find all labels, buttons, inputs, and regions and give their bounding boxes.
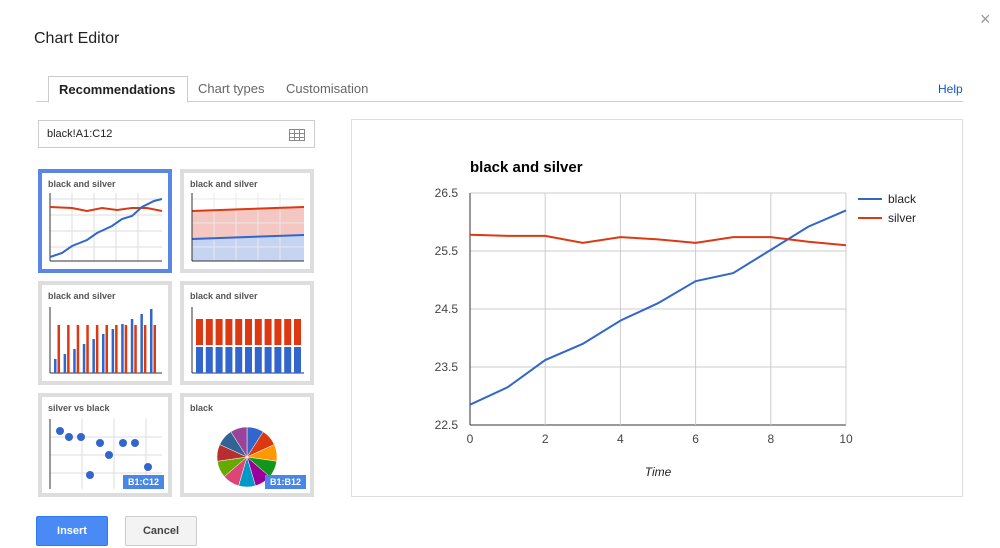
thumbnail-title: black and silver: [190, 179, 258, 189]
thumbnail-bar: [245, 347, 252, 373]
tab-recommendations[interactable]: Recommendations: [48, 76, 188, 103]
thumbnail-bar: [95, 325, 99, 373]
data-range-input[interactable]: black!A1:C12: [38, 120, 315, 148]
thumbnail-bar: [294, 319, 301, 345]
thumbnail-bar: [54, 359, 57, 373]
y-tick-label: 26.5: [435, 186, 459, 200]
thumbnail-bar: [73, 349, 76, 373]
x-axis-label: Time: [645, 465, 672, 479]
thumbnail-bar: [124, 325, 128, 373]
thumbnail-bar: [264, 347, 272, 373]
thumbnail-bar: [82, 344, 86, 373]
series-line-black: [469, 209, 847, 406]
thumbnail-bar: [67, 325, 70, 373]
thumbnail-column-graphic: [49, 307, 162, 374]
thumbnail-title: silver vs black: [48, 403, 110, 413]
thumbnail-pie-chart[interactable]: black B1:B12: [180, 393, 314, 497]
thumbnail-bar: [274, 319, 282, 345]
chart-title: black and silver: [470, 159, 583, 176]
thumbnail-title: black and silver: [48, 179, 116, 189]
thumbnail-bar: [235, 347, 243, 373]
preview-chart-svg: 22.5 23.5 24.5 25.5 26.5 0 2 4 6 8 10 black and si…: [435, 159, 917, 479]
y-tick-label: 24.5: [435, 302, 459, 316]
thumbnail-bar: [284, 347, 292, 373]
legend-label-silver: silver: [888, 211, 916, 225]
thumbnail-stacked-graphic: [191, 307, 304, 374]
thumbnail-bar: [245, 319, 252, 345]
thumbnail-bar: [134, 325, 137, 373]
thumbnail-title: black and silver: [48, 291, 116, 301]
x-tick-label: 10: [839, 432, 853, 446]
thumbnail-pie-graphic: [216, 426, 278, 488]
thumbnail-scatter-graphic: [49, 419, 162, 489]
thumbnail-bar: [105, 325, 108, 373]
range-badge: B1:B12: [264, 475, 306, 489]
data-range-value: black!A1:C12: [47, 128, 113, 140]
thumbnail-bar: [102, 334, 105, 373]
thumbnail-bar: [153, 325, 156, 373]
thumbnail-bar: [294, 347, 301, 373]
y-tick-label: 25.5: [435, 244, 459, 258]
thumbnail-bar: [140, 314, 143, 373]
thumbnail-bar: [196, 347, 203, 373]
thumbnail-bar: [76, 325, 80, 373]
thumbnail-bar: [130, 319, 134, 373]
thumbnail-bar: [111, 329, 115, 373]
thumbnail-bar: [86, 325, 89, 373]
thumbnail-bar: [205, 347, 213, 373]
thumbnail-bar: [57, 325, 60, 373]
thumbnail-bar: [143, 325, 147, 373]
thumbnail-area-chart[interactable]: black and silver: [180, 169, 314, 273]
thumbnail-title: black: [190, 403, 214, 413]
range-badge: B1:C12: [122, 475, 164, 489]
thumbnail-bar: [274, 347, 282, 373]
x-tick-label: 4: [617, 432, 624, 446]
thumbnail-line-chart[interactable]: black and silver: [38, 169, 172, 273]
chart-preview: 22.5 23.5 24.5 25.5 26.5 0 2 4 6 8 10 black and si…: [351, 119, 963, 497]
y-tick-label: 23.5: [435, 360, 459, 374]
x-tick-label: 6: [692, 432, 699, 446]
thumbnail-scatter-chart[interactable]: silver vs black B1:C12: [38, 393, 172, 497]
thumbnail-bar: [115, 325, 118, 373]
tab-customisation[interactable]: Customisation: [286, 81, 369, 96]
pie-slice: [230, 426, 248, 458]
y-tick-label: 22.5: [435, 418, 459, 432]
tab-bar: Recommendations Chart types Customisatio…: [36, 76, 963, 103]
legend: black silver: [858, 192, 917, 225]
thumbnail-column-chart[interactable]: black and silver: [38, 281, 172, 385]
thumbnail-bar: [205, 319, 213, 345]
x-tick-label: 8: [767, 432, 774, 446]
close-icon[interactable]: ×: [980, 9, 991, 29]
insert-button[interactable]: Insert: [36, 516, 108, 546]
thumbnail-bar: [225, 319, 233, 345]
x-tick-label: 0: [467, 432, 474, 446]
thumbnail-bar: [215, 319, 223, 345]
thumbnail-bar: [225, 347, 233, 373]
thumbnail-bar: [196, 319, 203, 345]
help-link[interactable]: Help: [938, 82, 963, 96]
thumbnail-bar: [150, 309, 153, 373]
series-line-silver: [469, 233, 847, 247]
x-tick-label: 2: [542, 432, 549, 446]
thumbnail-bar: [254, 319, 262, 345]
thumbnail-area-graphic: [191, 193, 305, 262]
cancel-button[interactable]: Cancel: [125, 516, 197, 546]
thumbnail-title: black and silver: [190, 291, 258, 301]
thumbnail-bar: [254, 347, 262, 373]
dialog-title: Chart Editor: [34, 30, 120, 47]
legend-label-black: black: [888, 192, 917, 206]
thumbnail-line-graphic: [49, 193, 163, 262]
thumbnail-bar: [264, 319, 272, 345]
tab-chart-types[interactable]: Chart types: [198, 81, 265, 96]
thumbnail-bar: [284, 319, 292, 345]
thumbnail-bar: [63, 354, 67, 373]
thumbnail-stacked-column-chart[interactable]: black and silver: [180, 281, 314, 385]
thumbnail-bar: [92, 339, 95, 373]
thumbnail-bar: [235, 319, 243, 345]
thumbnail-bar: [121, 324, 124, 373]
grid-icon[interactable]: [289, 129, 305, 141]
thumbnail-bar: [215, 347, 223, 373]
